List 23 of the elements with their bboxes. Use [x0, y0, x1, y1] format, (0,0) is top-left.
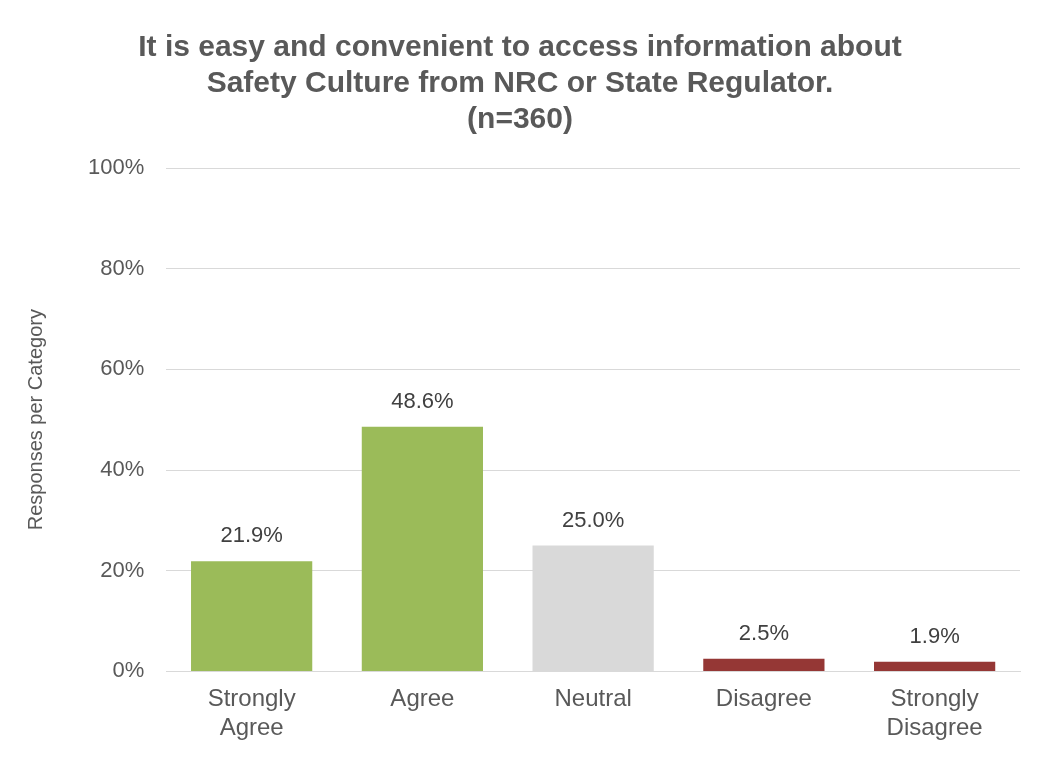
y-axis-title: Responses per Category — [23, 309, 46, 531]
data-label: 48.6% — [391, 387, 454, 413]
y-tick-label: 40% — [100, 456, 145, 482]
bar — [191, 561, 313, 671]
data-label: 21.9% — [220, 522, 283, 548]
y-tick-label: 60% — [100, 355, 145, 381]
x-tick-label: Strongly Agree — [207, 684, 296, 741]
data-label: 2.5% — [738, 619, 789, 645]
x-tick-label: Disagree — [715, 684, 812, 712]
x-tick-label: Strongly Disagree — [886, 684, 983, 741]
chart-title: It is easy and convenient to access information about Safety Culture from NRC or State Regulator. — [138, 29, 902, 99]
x-tick-label: Agree — [390, 684, 455, 712]
y-tick-label: 20% — [100, 556, 145, 582]
y-tick-label: 0% — [112, 657, 145, 683]
chart-subtitle: (n=360) — [467, 101, 573, 135]
x-tick-label: Neutral — [554, 684, 632, 712]
data-label: 1.9% — [909, 622, 960, 648]
bar — [874, 661, 996, 671]
y-tick-label: 80% — [100, 254, 145, 280]
y-tick-label: 100% — [87, 154, 145, 180]
bar — [703, 658, 825, 671]
bar — [361, 426, 483, 671]
data-label: 25.0% — [561, 506, 625, 532]
